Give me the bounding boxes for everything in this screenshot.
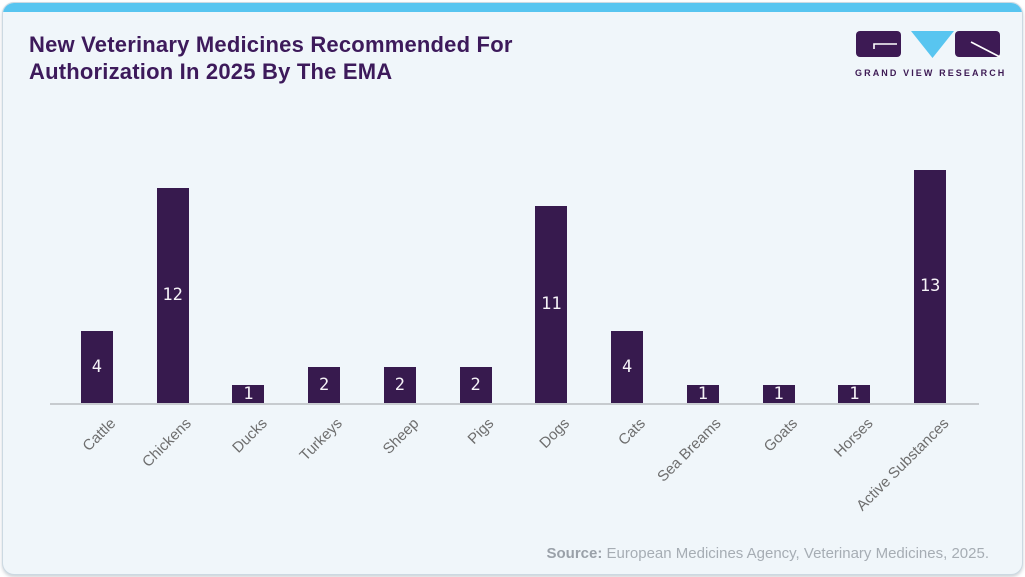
bar-goats: 1 (762, 383, 795, 404)
bar-slot: 1 (741, 170, 817, 403)
bar-chart: 4 12 1 2 2 2 11 4 1 1 1 13 Cattle Chickens Ducks Turke… (3, 3, 1022, 574)
bar-cattle: 4 (80, 331, 113, 403)
bar-slot: 12 (135, 170, 211, 403)
bar-value-sheep: 2 (394, 374, 405, 395)
category-label-turkeys: Turkeys (296, 415, 347, 465)
bar-value-horses: 1 (849, 383, 860, 404)
category-label-pigs: Pigs (464, 415, 498, 448)
gvr-logo-mark (856, 31, 1001, 58)
bar-value-pigs: 2 (470, 374, 481, 395)
bar-sea-breams: 1 (686, 383, 719, 404)
page-title: New Veterinary Medicines Recommended For… (29, 31, 513, 85)
bar-slot: 1 (211, 170, 287, 403)
category-label-goats: Goats (760, 415, 801, 456)
bar-value-dogs: 11 (541, 294, 562, 314)
category-label-sheep: Sheep (379, 415, 422, 458)
page-title-line1: New Veterinary Medicines Recommended For (29, 32, 513, 57)
bar-value-sea-breams: 1 (697, 383, 708, 404)
bar-slot: 2 (438, 170, 514, 403)
bar-value-active-substances: 13 (919, 276, 941, 296)
bar-value-cattle: 4 (91, 356, 102, 377)
grand-view-research-logo: GRAND VIEW RESEARCH (855, 29, 1007, 78)
source-note: Source: European Medicines Agency, Veter… (547, 545, 989, 562)
bar-value-chickens: 12 (162, 285, 183, 305)
bar-cats: 4 (611, 331, 644, 403)
bar-value-cats: 4 (622, 356, 633, 377)
bar-active-substances: 13 (914, 170, 947, 403)
bar-dogs: 11 (535, 206, 568, 403)
bar-slot: 13 (892, 170, 968, 403)
accent-top-bar (3, 3, 1022, 12)
bar-slot: 2 (362, 170, 438, 403)
category-label-cats: Cats (615, 415, 650, 449)
x-axis-line (50, 403, 979, 405)
bar-sheep: 2 (383, 367, 416, 403)
source-text: European Medicines Agency, Veterinary Me… (602, 545, 989, 562)
category-label-sea-breams: Sea Breams (654, 415, 725, 486)
category-label-chickens: Chickens (138, 415, 195, 471)
logo-wordmark: GRAND VIEW RESEARCH (855, 68, 1007, 78)
bar-chickens: 12 (156, 188, 189, 403)
source-label: Source: (546, 545, 603, 562)
bar-pigs: 2 (459, 367, 492, 403)
bar-turkeys: 2 (308, 367, 341, 403)
category-label-dogs: Dogs (536, 415, 574, 452)
bar-slot: 4 (589, 170, 665, 403)
bar-slot: 11 (514, 170, 590, 403)
bar-slot: 1 (665, 170, 741, 403)
bar-value-goats: 1 (773, 383, 784, 404)
bar-slot: 4 (59, 170, 135, 403)
bar-slot: 2 (286, 170, 362, 403)
bar-horses: 1 (838, 383, 871, 404)
bar-slot: 1 (817, 170, 893, 403)
category-label-cattle: Cattle (79, 415, 119, 455)
bar-value-ducks: 1 (243, 383, 254, 404)
bar-value-turkeys: 2 (319, 374, 330, 395)
category-label-horses: Horses (830, 415, 877, 461)
bar-slots: 4 12 1 2 2 2 11 4 1 1 1 13 (59, 170, 968, 403)
bar-ducks: 1 (232, 383, 265, 404)
category-label-ducks: Ducks (228, 415, 271, 457)
page-title-line2: Authorization In 2025 By The EMA (29, 59, 393, 84)
